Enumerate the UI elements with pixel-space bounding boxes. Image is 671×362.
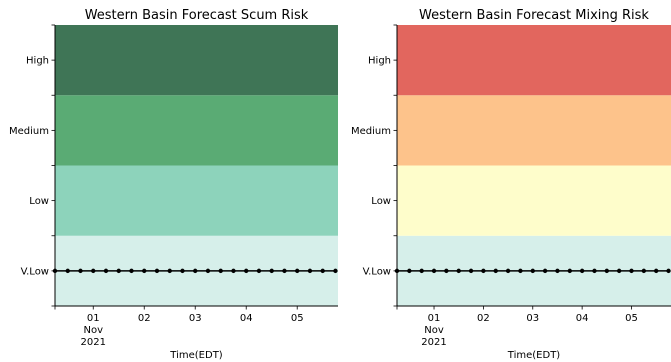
mixing-series-point: [493, 268, 498, 274]
scum-x-tick-year: 2021: [81, 337, 106, 348]
mixing-series-point: [604, 268, 610, 274]
scum-x-tick-day: 02: [138, 313, 151, 324]
mixing-x-tick-day: 02: [477, 313, 490, 324]
mixing-y-tick-label: Medium: [351, 126, 391, 137]
mixing-series-point: [542, 268, 548, 274]
mixing-band-high: [397, 25, 671, 96]
mixing-x-tick-year: 2021: [421, 337, 446, 348]
mixing-series-point: [419, 268, 424, 274]
scum-series-point: [256, 268, 262, 274]
scum-y-tick-label: V.Low: [21, 266, 49, 277]
scum-series-point: [91, 268, 96, 274]
mixing-series-point: [505, 268, 511, 274]
mixing-x-tick-day: 05: [625, 313, 638, 324]
mixing-series-point: [653, 268, 659, 274]
mixing-series-point: [579, 268, 585, 274]
mixing-y-tick-label: Low: [371, 196, 391, 207]
mixing-series-point: [530, 268, 535, 274]
mixing-x-tick-day: 03: [526, 313, 539, 324]
scum-series-point: [180, 268, 185, 274]
scum-series-point: [231, 268, 236, 274]
mixing-series-point: [468, 268, 474, 274]
scum-series-point: [116, 268, 121, 274]
scum-series-point: [65, 268, 70, 274]
scum-chart-title: Western Basin Forecast Scum Risk: [85, 8, 309, 23]
scum-x-tick-day: 01: [87, 313, 100, 324]
mixing-x-tick-day: 01: [428, 313, 441, 324]
mixing-series-point: [407, 268, 412, 274]
scum-x-tick-month: Nov: [83, 325, 103, 336]
scum-x-tick-day: 05: [291, 313, 304, 324]
scum-x-tick-day: 03: [189, 313, 202, 324]
scum-band-medium: [55, 95, 338, 166]
scum-series-point: [282, 268, 287, 274]
mixing-series-point: [616, 268, 622, 274]
scum-band-high: [55, 25, 338, 96]
scum-series-point: [269, 268, 274, 274]
mixing-series-point: [555, 268, 560, 274]
mixing-band-medium: [397, 95, 671, 166]
mixing-y-tick-label: High: [368, 56, 391, 67]
mixing-series-point: [592, 268, 597, 274]
mixing-series-point: [641, 268, 647, 274]
mixing-series-point: [431, 268, 437, 274]
mixing-series-point: [567, 268, 572, 274]
scum-series-point: [295, 268, 300, 274]
scum-series-point: [142, 268, 147, 274]
mixing-chart-title: Western Basin Forecast Mixing Risk: [419, 8, 649, 23]
scum-y-tick-label: Medium: [9, 126, 49, 137]
mixing-x-tick-month: Nov: [424, 325, 444, 336]
scum-series-point: [78, 268, 83, 274]
mixing-y-tick-label: V.Low: [363, 266, 391, 277]
mixing-series-point: [444, 268, 449, 274]
mixing-x-axis-label: Time(EDT): [507, 350, 561, 361]
scum-y-tick-label: High: [26, 56, 49, 67]
mixing-series-point: [481, 268, 486, 274]
mixing-band-low: [397, 165, 671, 236]
scum-band-low: [55, 165, 338, 236]
scum-series-point: [154, 268, 160, 274]
mixing-series-point: [456, 268, 461, 274]
scum-series-point: [52, 268, 58, 274]
scum-x-axis-label: Time(EDT): [169, 350, 223, 361]
mixing-series-point: [394, 268, 400, 274]
scum-series-point: [193, 268, 198, 274]
mixing-series-point: [666, 268, 671, 274]
mixing-x-tick-day: 04: [576, 313, 589, 324]
scum-y-tick-label: Low: [29, 196, 49, 207]
scum-series-point: [333, 268, 338, 274]
scum-series-point: [218, 268, 223, 274]
scum-series-point: [129, 268, 134, 274]
scum-series-point: [307, 268, 313, 274]
scum-series-point: [320, 268, 325, 274]
scum-series-point: [205, 268, 211, 274]
scum-x-tick-day: 04: [240, 313, 253, 324]
scum-series-point: [167, 268, 172, 274]
mixing-series-point: [518, 268, 523, 274]
scum-series-point: [103, 268, 109, 274]
scum-series-point: [244, 268, 249, 274]
mixing-series-point: [629, 268, 634, 274]
